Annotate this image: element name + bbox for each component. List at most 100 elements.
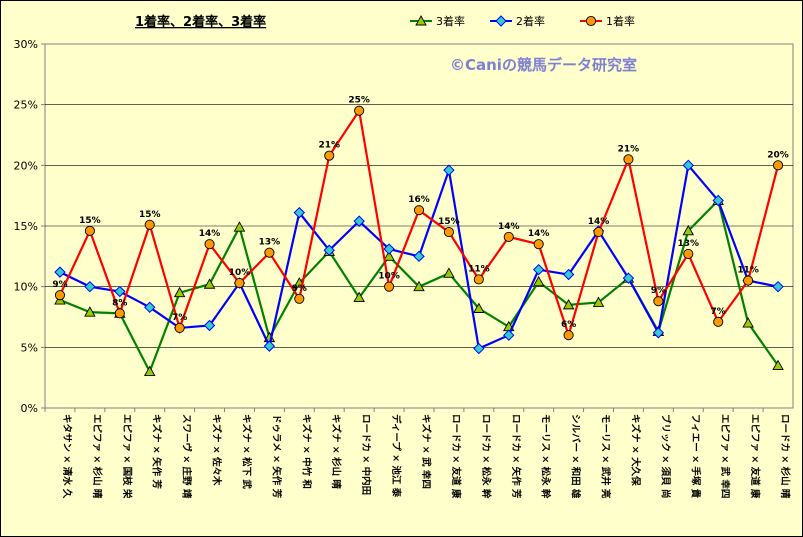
point-marker [54, 266, 66, 278]
point-marker [413, 280, 425, 292]
point-marker [413, 205, 425, 216]
x-tick-label: ロードカ × 松永 幹 [480, 414, 492, 499]
point-marker [203, 319, 216, 332]
point-marker [473, 302, 485, 313]
x-tick-label: ブリック × 須貝 尚 [659, 414, 671, 498]
data-label: 13% [678, 239, 700, 249]
point-marker [384, 281, 395, 292]
data-label: 8% [112, 298, 127, 308]
x-tick-label: モーリス × 武井 亮 [600, 414, 612, 499]
point-marker [532, 275, 545, 287]
x-tick-label: モーリス × 松永 幹 [540, 414, 552, 499]
point-marker [652, 327, 665, 339]
point-marker [54, 290, 66, 301]
point-marker [264, 247, 275, 258]
point-marker [84, 306, 96, 317]
point-marker [383, 243, 395, 255]
data-label: 20% [767, 150, 789, 160]
point-marker [682, 224, 695, 236]
point-marker [173, 286, 186, 298]
data-label: 21% [618, 144, 640, 154]
x-tick-label: キズナ × 杉山 晴 [330, 414, 342, 489]
point-marker [174, 322, 185, 333]
point-marker [324, 150, 335, 161]
point-marker [144, 219, 155, 230]
y-tick-label: 5% [21, 341, 38, 354]
legend-label: 1着率 [606, 14, 635, 28]
data-label: 14% [528, 229, 550, 239]
point-marker [623, 154, 634, 165]
x-tick-label: キズナ × 矢作 芳 [151, 414, 163, 489]
point-marker [323, 244, 335, 256]
x-tick-label: キズナ × 佐々木 [211, 414, 223, 486]
point-marker [263, 340, 276, 352]
point-marker [84, 225, 95, 236]
x-tick-label: スワーヴ × 庄野 靖 [181, 414, 193, 499]
point-marker [712, 194, 724, 207]
point-marker [203, 278, 216, 289]
point-marker [443, 227, 454, 238]
data-label: 10% [378, 272, 400, 282]
point-marker [84, 280, 96, 293]
point-marker [353, 291, 365, 303]
point-marker [772, 359, 784, 370]
x-tick-label: シルバー × 和田 雄 [570, 414, 582, 499]
data-label: 15% [79, 216, 101, 226]
data-label: 9% [52, 280, 67, 290]
data-label: 9% [651, 286, 666, 296]
point-marker [383, 250, 395, 261]
point-marker [473, 274, 484, 285]
legend: 3着率 2着率 1着率 [410, 14, 635, 28]
data-label: 15% [139, 210, 161, 220]
data-labels: 9% 15% 8% 15% 7% 14% 10% 13% 9% 21% 25% 10% 16% 15% 11… [52, 96, 788, 330]
data-label: 6% [561, 320, 576, 330]
data-label: 7% [711, 307, 726, 317]
legend-label: 2着率 [516, 14, 545, 28]
point-marker [114, 285, 126, 298]
point-marker [415, 15, 427, 26]
point-marker [354, 105, 365, 116]
point-marker [562, 298, 575, 310]
chart-title: 1着率、2着率、3着率 [135, 14, 266, 30]
x-tick-label: ロードカ × 矢作 芳 [510, 414, 522, 499]
x-axis: キタサン × 清水 久 エピファ × 杉山 晴 エピファ × 国枝 栄 キズナ × 矢… [44, 408, 791, 499]
x-tick-label: ドゥラメ × 矢作 芳 [270, 414, 282, 499]
point-marker [204, 239, 215, 250]
point-marker [353, 215, 365, 227]
point-marker [585, 15, 597, 27]
point-marker [443, 267, 455, 278]
point-marker [144, 301, 156, 314]
legend-label: 3着率 [436, 14, 465, 28]
point-marker [443, 164, 455, 176]
x-tick-label: キズナ × 松下 武 [240, 414, 252, 489]
point-marker [593, 227, 604, 238]
point-marker [533, 239, 544, 250]
x-tick-label: エピファ × 武 幸四 [719, 414, 731, 498]
series-group [54, 105, 784, 377]
data-label: 16% [408, 195, 430, 205]
data-label: 11% [468, 264, 490, 274]
watermark: ©Caniの競馬データ研究室 [450, 56, 637, 74]
point-marker [743, 275, 754, 286]
point-marker [473, 342, 485, 355]
point-marker [772, 160, 784, 171]
y-tick-label: 15% [14, 220, 38, 233]
x-tick-label: キズナ × 大久保 [629, 414, 641, 486]
point-marker [293, 206, 306, 219]
x-tick-label: キズナ × 武 幸四 [420, 414, 432, 489]
point-marker [772, 280, 784, 293]
point-marker [413, 250, 425, 263]
data-label: 14% [588, 217, 610, 227]
x-tick-label: キタサン × 清水 久 [61, 414, 73, 499]
data-label: 9% [292, 284, 307, 294]
point-marker [503, 231, 514, 242]
x-tick-label: フィエー × 手塚 貴 [689, 414, 701, 499]
y-tick-label: 25% [14, 99, 38, 112]
x-tick-label: エピファ × 友道 康 [749, 414, 761, 499]
y-tick-label: 0% [21, 402, 38, 415]
y-tick-label: 30% [14, 38, 38, 51]
data-label: 14% [498, 222, 520, 232]
point-marker [592, 296, 605, 307]
y-tick-label: 10% [14, 281, 38, 294]
point-marker [742, 317, 754, 328]
